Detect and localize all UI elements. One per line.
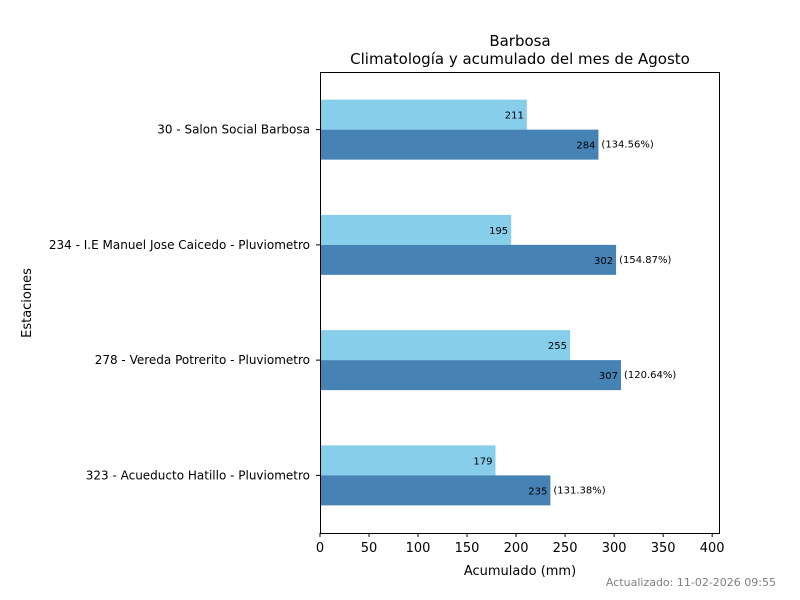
x-tick-label: 100 — [406, 541, 431, 556]
climatology-bar — [320, 214, 512, 245]
bar-value-label: 235 — [528, 486, 547, 497]
climatology-bar — [320, 99, 527, 130]
y-tick-label: 30 - Salon Social Barbosa — [157, 123, 310, 137]
y-tick-label: 278 - Vereda Potrerito - Pluviometro — [95, 353, 310, 367]
percent-annotation: (134.56%) — [601, 140, 653, 151]
x-tick-label: 400 — [700, 541, 725, 556]
climatology-bar — [320, 330, 570, 361]
updated-timestamp: Actualizado: 11-02-2026 09:55 — [606, 576, 776, 589]
x-tick-label: 0 — [316, 541, 324, 556]
bar-value-label: 284 — [576, 141, 595, 152]
percent-annotation: (154.87%) — [619, 255, 671, 266]
chart-subtitle: Climatología y acumulado del mes de Agos… — [350, 50, 690, 68]
accumulated-bar — [320, 129, 599, 160]
x-tick-label: 350 — [651, 541, 676, 556]
percent-annotation: (131.38%) — [553, 485, 605, 496]
x-tick-label: 250 — [553, 541, 578, 556]
climatology-bar — [320, 445, 496, 476]
percent-annotation: (120.64%) — [624, 370, 676, 381]
y-tick-label: 234 - I.E Manuel Jose Caicedo - Pluviome… — [49, 238, 310, 252]
bar-value-label: 179 — [473, 456, 492, 467]
bar-value-label: 307 — [599, 371, 618, 382]
x-tick-label: 200 — [504, 541, 529, 556]
x-tick-label: 150 — [455, 541, 480, 556]
x-tick-label: 50 — [361, 541, 378, 556]
accumulated-bar — [320, 244, 617, 275]
accumulated-bar — [320, 360, 621, 391]
plot-frame — [320, 72, 720, 534]
y-axis-label: Estaciones — [20, 268, 35, 338]
x-tick-label: 300 — [602, 541, 627, 556]
bar-value-label: 255 — [548, 341, 567, 352]
y-tick-label: 323 - Acueducto Hatillo - Pluviometro — [86, 468, 310, 482]
bar-value-label: 195 — [489, 226, 508, 237]
bar-value-label: 211 — [505, 111, 524, 122]
accumulated-bar — [320, 475, 551, 506]
x-axis-label: Acumulado (mm) — [464, 564, 576, 579]
bar-value-label: 302 — [594, 256, 613, 267]
chart-title: Barbosa — [489, 32, 550, 50]
